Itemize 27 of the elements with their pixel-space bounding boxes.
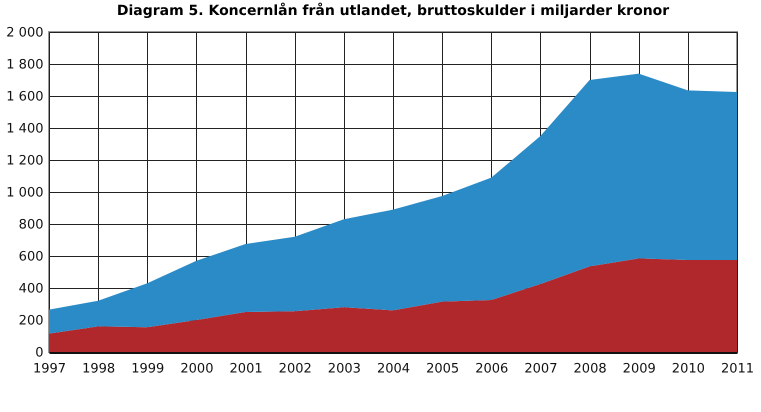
x-tick-label: 1997: [32, 362, 66, 376]
x-tick-label: 2008: [574, 362, 607, 376]
x-tick-label: 2010: [672, 362, 705, 376]
x-tick-label: 2003: [328, 362, 361, 376]
y-tick-label: 1 600: [6, 90, 44, 104]
y-tick-label: 2 000: [6, 26, 44, 40]
x-tick-label: 2006: [475, 362, 508, 376]
x-tick-label: 1999: [131, 362, 164, 376]
x-tick-label: 2000: [180, 362, 214, 376]
y-tick-label: 1 400: [6, 122, 44, 136]
y-tick-label: 600: [18, 250, 44, 264]
y-tick-label: 0: [35, 346, 44, 360]
x-tick-label: 2007: [524, 362, 558, 376]
x-tick-label: 2004: [376, 362, 410, 376]
x-tick-label: 2001: [230, 362, 263, 376]
y-tick-label: 1 200: [6, 154, 44, 168]
y-tick-label: 400: [18, 282, 44, 296]
y-tick-label: 800: [18, 218, 44, 232]
y-tick-label: 1 800: [6, 58, 44, 72]
x-tick-label: 1998: [82, 362, 116, 376]
x-tick-label: 2009: [622, 362, 656, 376]
x-tick-label: 2005: [426, 362, 460, 376]
chart-title: Diagram 5. Koncernlån från utlandet, bruttoskulder i miljarder kronor: [116, 2, 670, 19]
x-tick-label: 2002: [278, 362, 312, 376]
x-tick-label: 2011: [720, 362, 754, 376]
y-tick-label: 1 000: [6, 186, 44, 200]
y-tick-label: 200: [18, 314, 44, 328]
